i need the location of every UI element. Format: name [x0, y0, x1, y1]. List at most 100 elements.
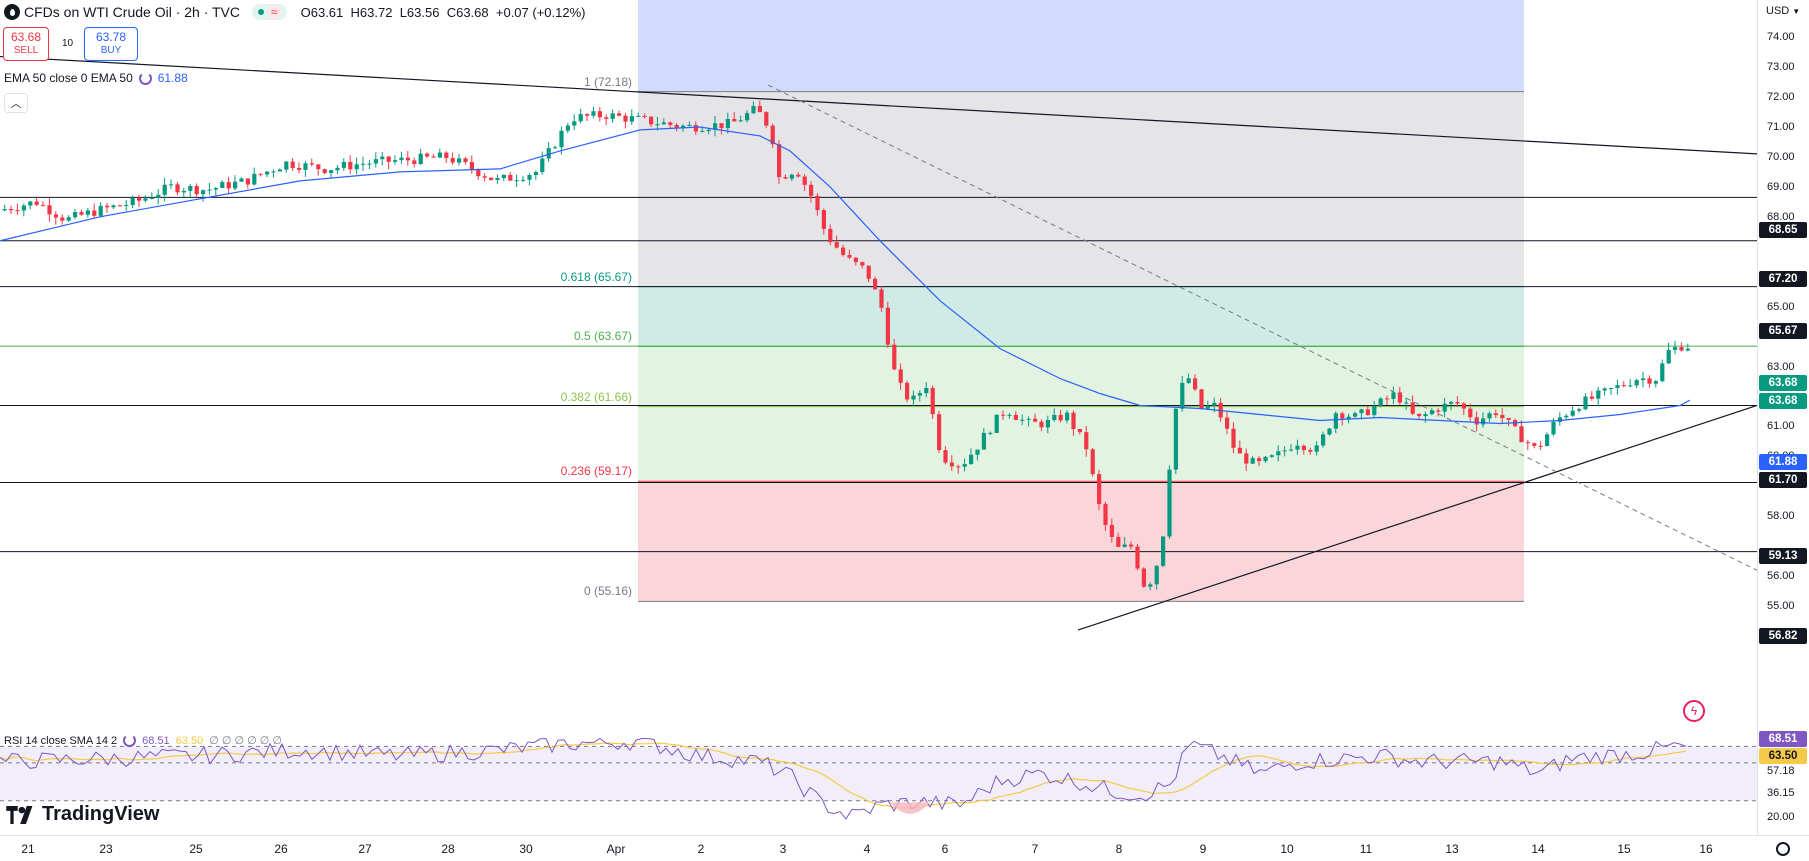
- candle-body: [879, 289, 884, 308]
- candle-body: [540, 158, 545, 173]
- currency-selector[interactable]: USD ▼: [1766, 5, 1800, 17]
- candle-body: [847, 254, 852, 258]
- candle-body: [380, 156, 385, 160]
- candle-body: [578, 114, 583, 122]
- fib-zone-0: [638, 0, 1524, 92]
- candle-body: [1583, 396, 1588, 410]
- candle-body: [501, 174, 506, 179]
- candle-body: [681, 125, 686, 128]
- market-status-badge[interactable]: ≈: [252, 4, 287, 20]
- candle-body: [1250, 458, 1255, 464]
- time-tick-label: 16: [1699, 842, 1713, 856]
- candle-body: [604, 117, 609, 119]
- price-tick-label: 61.00: [1767, 420, 1795, 433]
- buy-button[interactable]: 63.78 BUY: [84, 27, 138, 61]
- gear-icon[interactable]: [1776, 842, 1790, 856]
- sell-button[interactable]: 63.68 SELL: [3, 27, 49, 61]
- candle-body: [1391, 392, 1396, 399]
- candle-body: [156, 194, 161, 198]
- candle-body: [930, 387, 935, 415]
- candle-body: [617, 113, 622, 116]
- open-label: O: [300, 4, 311, 20]
- candle-body: [418, 153, 423, 164]
- time-tick-label: 13: [1445, 842, 1459, 856]
- candle-body: [1167, 469, 1172, 537]
- ema-legend-value: 61.88: [157, 71, 188, 85]
- rsi-tick-label: 57.18: [1767, 765, 1795, 777]
- candle-body: [597, 111, 602, 118]
- candle-body: [1205, 405, 1210, 409]
- candle-body: [1109, 524, 1114, 537]
- candle-body: [79, 212, 84, 215]
- time-axis[interactable]: [0, 835, 1809, 861]
- candle-body: [1500, 415, 1505, 419]
- rsi-line: [0, 737, 1687, 820]
- sell-price: 63.68: [10, 30, 42, 44]
- candle-body: [1666, 349, 1671, 364]
- rsi-tick-label: 36.15: [1767, 787, 1795, 799]
- candle-body: [341, 161, 346, 168]
- candle-body: [1161, 536, 1166, 566]
- candle-body: [1033, 418, 1038, 422]
- candle-body: [463, 158, 468, 163]
- candle-body: [565, 125, 570, 131]
- candle-body: [194, 185, 199, 195]
- oil-drop-icon: [4, 4, 20, 20]
- candle-body: [41, 204, 46, 206]
- fib-level-label: 0.382 (61.66): [560, 389, 632, 404]
- market-open-dot-icon: [258, 9, 265, 15]
- candle-body: [1282, 450, 1287, 452]
- candle-body: [1685, 348, 1690, 351]
- candle-body: [700, 131, 705, 133]
- candle-body: [1257, 458, 1262, 462]
- candle-body: [514, 180, 519, 182]
- candle-body: [489, 177, 494, 181]
- candle-body: [149, 197, 154, 199]
- candle-body: [92, 210, 97, 216]
- candle-body: [668, 122, 673, 125]
- candle-body: [1276, 451, 1281, 456]
- tradingview-logo[interactable]: TradingView: [6, 803, 159, 826]
- candle-body: [309, 163, 314, 165]
- candle-body: [233, 181, 238, 189]
- candle-body: [1545, 434, 1550, 447]
- candle-body: [1385, 398, 1390, 400]
- data-loading-icon: [123, 734, 137, 747]
- candle-body: [265, 171, 270, 175]
- price-tick-label: 56.00: [1767, 570, 1795, 583]
- price-tag: 61.88: [1759, 454, 1807, 470]
- price-axis[interactable]: [1757, 0, 1809, 835]
- candle-body: [860, 262, 865, 266]
- candle-body: [1193, 378, 1198, 390]
- time-tick-label: 15: [1617, 842, 1631, 856]
- candle-body: [1333, 413, 1338, 429]
- candle-body: [937, 414, 942, 451]
- candle-body: [924, 387, 929, 394]
- ohlc-readout: O63.61 H63.72 L63.56 C63.68 +0.07 (+0.12…: [301, 5, 586, 20]
- fib-level-label: 0 (55.16): [583, 584, 632, 599]
- candle-body: [751, 105, 756, 114]
- candle-body: [796, 174, 801, 177]
- time-tick-label: Apr: [606, 842, 626, 856]
- rsi-legend[interactable]: RSI 14 close SMA 14 2 68.51 63.50 ∅ ∅ ∅ …: [4, 734, 282, 747]
- candle-body: [175, 184, 180, 193]
- price-tick-label: 63.00: [1767, 360, 1795, 373]
- collapse-legend-button[interactable]: ︿: [4, 93, 28, 113]
- ema-50-line: [0, 126, 1691, 425]
- symbol-title[interactable]: CFDs on WTI Crude Oil · 2h · TVC: [24, 4, 241, 20]
- candle-body: [1404, 402, 1409, 404]
- candle-body: [969, 454, 974, 465]
- candle-body: [1493, 413, 1498, 416]
- candle-body: [444, 152, 449, 159]
- ema-legend[interactable]: EMA 50 close 0 EMA 50 61.88: [4, 71, 188, 85]
- lightning-icon[interactable]: ϟ: [1683, 700, 1705, 722]
- candle-body: [457, 158, 462, 163]
- candle-body: [1263, 456, 1268, 462]
- candle-body: [892, 344, 897, 370]
- candle-body: [1199, 389, 1204, 409]
- candle-body: [354, 164, 359, 170]
- candle-body: [1007, 414, 1012, 416]
- candle-body: [124, 204, 129, 207]
- low-value: 63.56: [406, 4, 440, 20]
